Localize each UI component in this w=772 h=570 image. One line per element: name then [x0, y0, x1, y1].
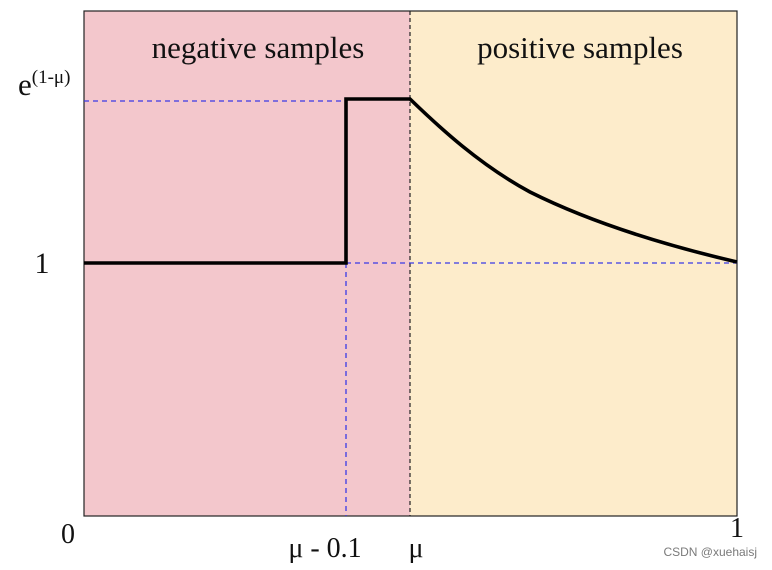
y-tick-label-e: e(1-μ)	[18, 67, 70, 102]
negative-samples-label: negative samples	[152, 30, 365, 65]
positive-samples-label: positive samples	[477, 30, 683, 65]
y-tick-label-e-base: e	[18, 67, 32, 102]
y-tick-label-e-sup: (1-μ)	[32, 67, 71, 88]
watermark-text: CSDN @xuehaisj	[663, 545, 757, 559]
y-tick-label-1: 1	[35, 247, 50, 280]
x-tick-label-1: 1	[730, 513, 744, 544]
x-tick-label-mu-minus-0.1: μ - 0.1	[288, 533, 361, 564]
x-tick-label-0: 0	[61, 519, 75, 550]
x-tick-label-mu: μ	[408, 533, 423, 564]
weighting-curve	[84, 97, 738, 265]
